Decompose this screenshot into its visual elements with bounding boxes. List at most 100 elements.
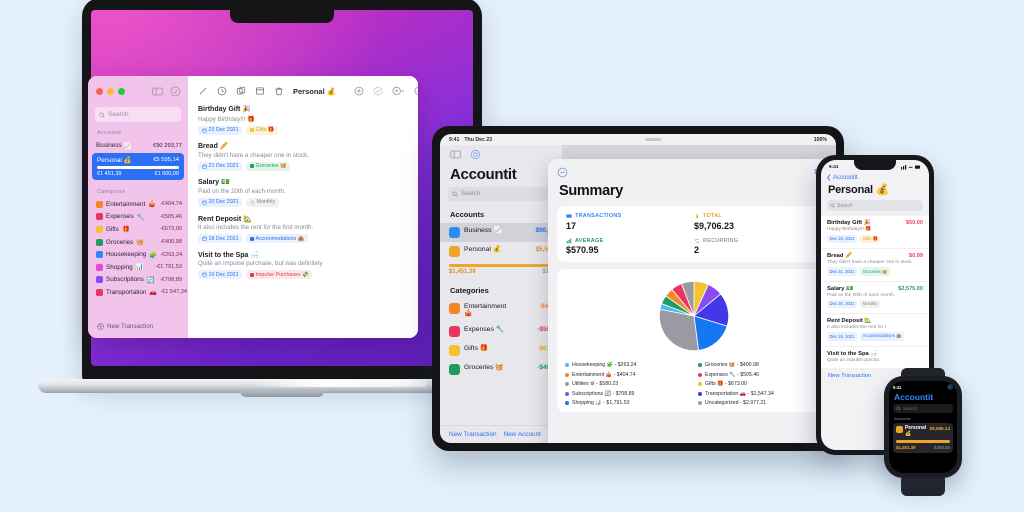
table-row[interactable]: Salary 💵 Paid on the 20th of each month.… xyxy=(198,178,418,208)
ipad-account-business[interactable]: Business 📈 $90,29 xyxy=(440,223,562,242)
gear-icon[interactable] xyxy=(947,384,953,390)
legend-item-gifts[interactable]: Gifts 🎁 - $673.00 xyxy=(698,381,823,387)
transaction-category-chip[interactable]: Gifts 🎁 xyxy=(246,125,279,135)
mac-account-personal[interactable]: Personal 💰 €5 595,14 €1 451,39 €1 000,00 xyxy=(92,153,184,180)
archive-icon[interactable] xyxy=(255,86,265,96)
pie-slice-uncategorized[interactable] xyxy=(658,308,699,352)
ipad-category-gifts[interactable]: Gifts 🎁 -$673. xyxy=(440,341,562,360)
list-item[interactable]: Salary 💵 Paid on the 20th of each month.… xyxy=(821,282,929,314)
legend-label: Subscriptions 🔄 - $708.89 xyxy=(572,390,635,397)
maximize-button[interactable] xyxy=(118,87,125,95)
mac-account-business[interactable]: Business 📈 €90 293,77 xyxy=(88,139,188,152)
category-emoji: 🎪 xyxy=(464,310,473,318)
iphone-new-transaction-button[interactable]: New Transaction xyxy=(828,372,872,379)
category-color-swatch xyxy=(449,345,460,357)
mac-category-groceries[interactable]: Groceries 🧺 -€400,98 xyxy=(88,236,188,249)
minus-circle-icon[interactable] xyxy=(557,167,568,178)
sidebar-toggle-icon[interactable] xyxy=(450,149,461,160)
category-label: Subscriptions xyxy=(106,276,144,284)
transaction-recurring-chip[interactable]: Monthly xyxy=(860,300,880,308)
mac-sidebar: Search Accounts Business 📈 €90 293,77 Pe… xyxy=(88,76,188,338)
check-circle-icon[interactable] xyxy=(170,86,181,97)
mac-category-subscriptions[interactable]: Subscriptions 🔄 -€708,89 xyxy=(88,274,188,287)
legend-item-uncategorized[interactable]: Uncategorized - $2,977.21 xyxy=(698,400,823,406)
ipad-multitask-handle[interactable] xyxy=(644,138,661,141)
category-emoji: 🔧 xyxy=(136,213,145,221)
iphone-device: 9:41 Accountit Personal xyxy=(816,155,934,455)
watch-search-input[interactable]: Search xyxy=(893,404,953,413)
transaction-subtitle: It also includes the rent for the first … xyxy=(198,224,314,232)
trash-icon[interactable] xyxy=(274,86,284,96)
filter-dropdown-icon[interactable] xyxy=(392,86,405,96)
sort-dropdown-icon[interactable] xyxy=(414,86,418,96)
plus-circle-icon[interactable] xyxy=(354,86,364,96)
mac-category-housekeeping[interactable]: Housekeeping 🧩 -€263,24 xyxy=(88,248,188,261)
category-value: -$404 xyxy=(539,303,555,310)
transaction-category-chip[interactable]: Gifts 🎁 xyxy=(860,234,881,243)
gear-icon[interactable] xyxy=(470,149,481,160)
list-item[interactable]: Rent Deposit 🏡 It also includes the rent… xyxy=(821,314,929,347)
minimize-button[interactable] xyxy=(107,87,114,95)
legend-item-groceries[interactable]: Groceries 🧺 - $400.98 xyxy=(698,362,823,368)
iphone-search-input[interactable]: Search xyxy=(827,200,923,211)
legend-item-shopping[interactable]: Shopping 📊 - $1,791.53 xyxy=(565,400,690,406)
ipad-new-transaction-button[interactable]: New Transaction xyxy=(449,431,497,438)
ipad-app-title: Accountit xyxy=(450,166,517,183)
table-row[interactable]: Bread 🥖 They didn't have a cheaper one i… xyxy=(198,142,418,171)
category-emoji: 🔄 xyxy=(146,276,155,284)
ipad-category-entertainment[interactable]: Entertainment 🎪 -$404 xyxy=(440,299,562,323)
mac-category-expenses[interactable]: Expenses 🔧 -€505,46 xyxy=(88,211,188,224)
transaction-category-chip[interactable]: Accommodations 🏨 xyxy=(860,332,904,341)
legend-item-housekeeping[interactable]: Housekeeping 🧩 - $263.24 xyxy=(565,362,690,368)
transaction-recurring-chip[interactable]: Monthly xyxy=(246,197,279,208)
table-row[interactable]: Rent Deposit 🏡 It also includes the rent… xyxy=(198,215,418,244)
sidebar-toggle-icon[interactable] xyxy=(152,86,163,97)
legend-item-transportation[interactable]: Transportation 🚗 - $1,547.34 xyxy=(698,391,823,397)
mac-toolbar: Personal 💰 xyxy=(198,84,418,98)
list-item[interactable]: Visit to the Spa 🛁 Quite an impulse purc… xyxy=(821,347,929,369)
legend-item-utilities[interactable]: Utilities ⚙ - $580.23 xyxy=(565,381,690,387)
ipad-category-groceries[interactable]: Groceries 🧺 -$400. xyxy=(440,360,562,379)
mac-search-input[interactable]: Search xyxy=(95,107,181,122)
account-progress-bar xyxy=(896,440,950,443)
mac-new-transaction-button[interactable]: New Transaction xyxy=(88,323,188,338)
transaction-subtitle: Quite an impulse purcha xyxy=(827,357,879,363)
transaction-date-chip: Dec 20, 2021 xyxy=(827,300,858,308)
transaction-category-chip[interactable]: Accommodations 🏨 xyxy=(246,234,308,244)
check-circle-icon[interactable] xyxy=(373,86,383,96)
pie-slice-utilities[interactable] xyxy=(680,280,695,317)
mac-category-entertainment[interactable]: Entertainment 🎪 -€404,74 xyxy=(88,198,188,211)
legend-item-entertainment[interactable]: Entertainment 🎪 - $404.74 xyxy=(565,372,690,378)
legend-item-subscriptions[interactable]: Subscriptions 🔄 - $708.89 xyxy=(565,391,690,397)
table-row[interactable]: Birthday Gift 🎉 Happy Birthday!!! 🎁 23 D… xyxy=(198,105,418,135)
ipad-account-personal[interactable]: Personal 💰 $5,595 xyxy=(440,242,562,261)
clock-icon[interactable] xyxy=(217,86,227,96)
transaction-title: Bread xyxy=(827,252,844,259)
account-progress-bar xyxy=(97,166,179,169)
table-row[interactable]: Visit to the Spa 🛁 Quite an impulse purc… xyxy=(198,251,418,280)
watch-app-title: Accountit xyxy=(894,392,934,402)
ipad-category-expenses[interactable]: Expenses 🔧 -$505. xyxy=(440,322,562,341)
mac-category-gifts[interactable]: Gifts 🎁 -€673,00 xyxy=(88,223,188,236)
mac-category-transportation[interactable]: Transportation 🚗 -€1 547,34 xyxy=(88,286,188,299)
list-item[interactable]: Bread 🥖 They didn't have a cheaper one i… xyxy=(821,249,929,282)
legend-item-expenses[interactable]: Expenses 🔧 - $505.46 xyxy=(698,372,823,378)
transaction-category-chip[interactable]: Groceries 🧺 xyxy=(246,161,291,171)
transaction-category-chip[interactable]: Groceries 🧺 xyxy=(860,267,890,276)
watch-account-personal[interactable]: Personal 💰 $5,595.14 $1,451.39 $250.00 xyxy=(893,423,953,453)
mac-category-shopping[interactable]: Shopping 📊 -€1 791,53 xyxy=(88,261,188,274)
ipad-search-input[interactable]: Search xyxy=(448,187,554,201)
transaction-date: 23 Dec 2021 xyxy=(208,127,239,134)
ipad-new-account-button[interactable]: New Account xyxy=(503,431,541,438)
transaction-category: Accommodations 🏨 xyxy=(862,333,902,339)
transaction-category-chip[interactable]: Impulse Purchases 💸 xyxy=(246,270,313,280)
duplicate-icon[interactable] xyxy=(236,86,246,96)
close-button[interactable] xyxy=(96,87,103,95)
iphone-back-button[interactable]: Accountit xyxy=(821,172,929,181)
legend-label: Groceries 🧺 - $400.98 xyxy=(705,362,759,368)
list-item[interactable]: Birthday Gift 🎉 Happy Birthday!!! 🎁 Dec … xyxy=(821,216,929,249)
transaction-subtitle: It also includes the rent for t xyxy=(827,324,886,330)
pie-slice-shopping[interactable] xyxy=(693,315,728,351)
iphone-transaction-list: Birthday Gift 🎉 Happy Birthday!!! 🎁 Dec … xyxy=(821,216,929,369)
edit-pencil-icon[interactable] xyxy=(198,86,208,96)
